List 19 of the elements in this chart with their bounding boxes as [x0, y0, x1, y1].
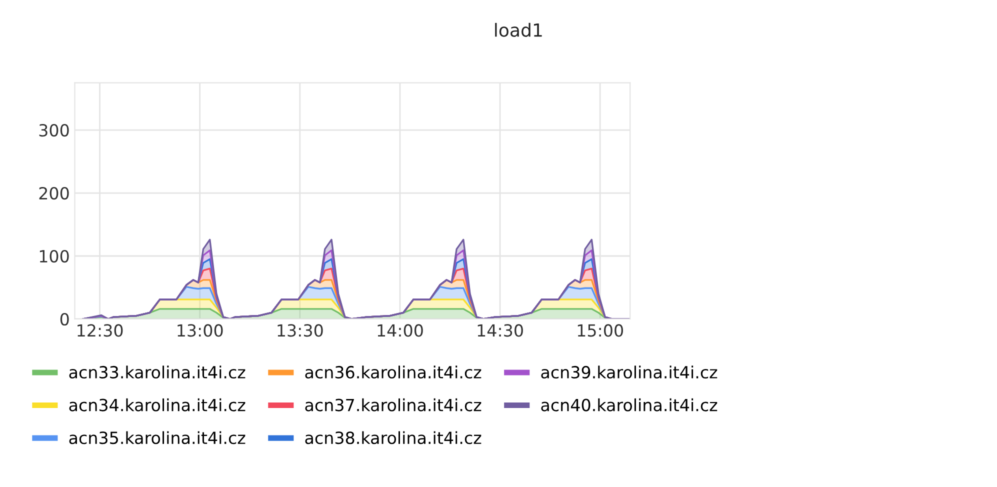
x-tick-label: 14:00	[378, 324, 423, 337]
legend-label: acn34.karolina.it4i.cz	[69, 398, 246, 412]
y-tick-label: 100	[40, 250, 69, 263]
legend-label: acn33.karolina.it4i.cz	[69, 366, 246, 379]
y-tick-label: 200	[39, 186, 69, 200]
x-tick-label: 13:00	[178, 324, 223, 337]
legend-label: acn37.karolina.it4i.cz	[305, 398, 482, 412]
legend-label: acn39.karolina.it4i.cz	[541, 366, 718, 379]
x-tick-label: 13:30	[278, 324, 323, 337]
legend-label: acn35.karolina.it4i.cz	[69, 431, 246, 444]
y-tick-label: 0	[60, 312, 69, 326]
legend-label: acn36.karolina.it4i.cz	[305, 366, 482, 379]
x-tick-label: 14:30	[478, 324, 523, 337]
x-tick-label: 12:30	[78, 324, 123, 337]
chart-title: load1	[495, 22, 542, 37]
x-tick-label: 15:00	[578, 324, 623, 337]
legend-label: acn38.karolina.it4i.cz	[305, 431, 482, 444]
legend-label: acn40.karolina.it4i.cz	[541, 398, 718, 412]
y-tick-label: 300	[39, 124, 69, 137]
